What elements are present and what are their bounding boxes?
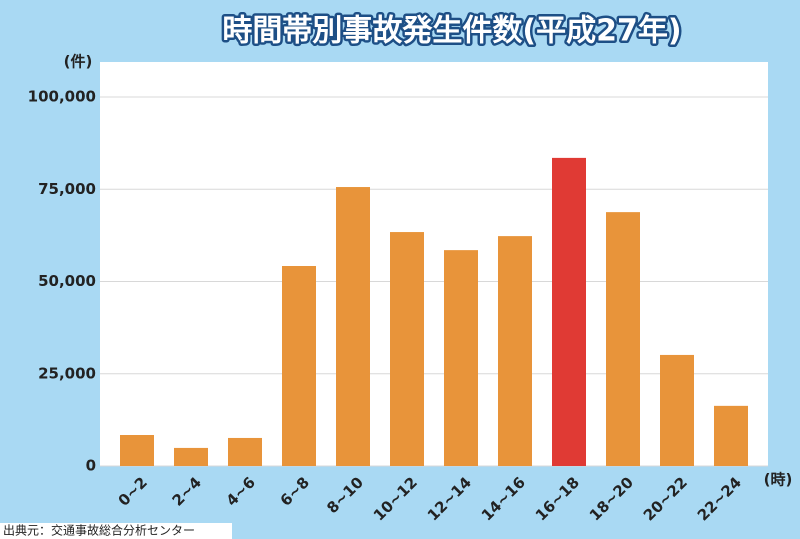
y-tick-label: 75,000 <box>38 180 96 198</box>
bar <box>174 447 208 466</box>
bar <box>390 232 424 466</box>
bar <box>660 354 694 466</box>
plot-area <box>100 62 768 466</box>
y-tick-label: 0 <box>86 457 96 475</box>
y-axis-label: (件) <box>64 53 93 71</box>
bar <box>336 187 370 466</box>
y-tick-label: 50,000 <box>38 272 96 290</box>
x-axis-label: (時) <box>764 471 793 489</box>
chart-title: 時間帯別事故発生件数(平成27年) <box>222 14 681 49</box>
source: 出典元：交通事故総合分析センター <box>3 523 195 538</box>
bar <box>444 250 478 466</box>
bar <box>282 266 316 466</box>
bar <box>228 437 262 466</box>
bar <box>498 236 532 466</box>
y-tick-label: 100,000 <box>28 88 96 106</box>
y-tick-label: 25,000 <box>38 364 96 382</box>
bar <box>552 157 586 466</box>
bar <box>714 405 748 466</box>
bar <box>606 212 640 466</box>
source-box <box>0 523 232 539</box>
bar <box>120 435 154 466</box>
